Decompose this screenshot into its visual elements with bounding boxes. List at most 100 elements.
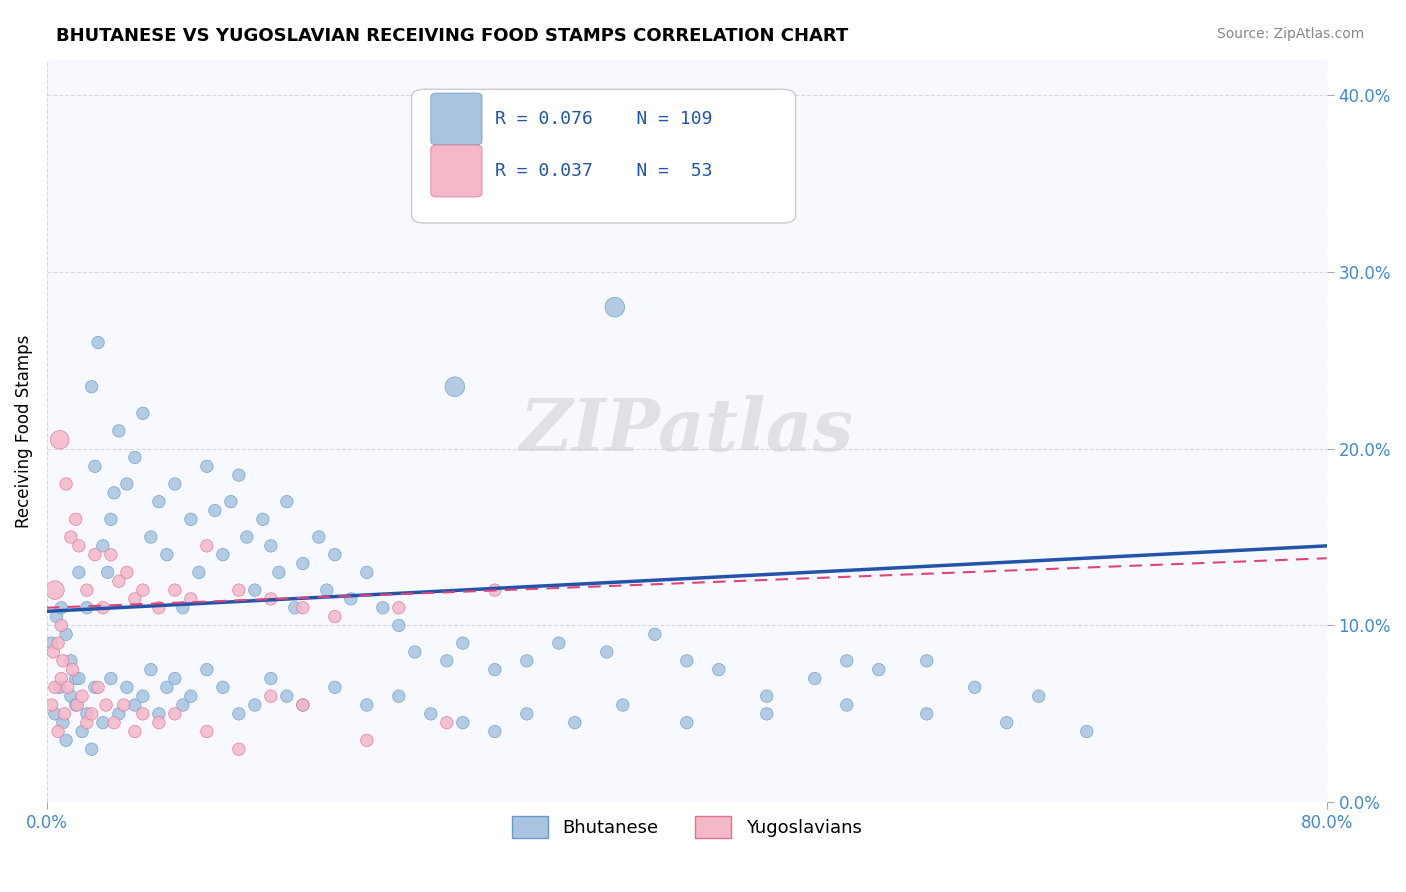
- Point: [419, 706, 441, 721]
- Point: [675, 715, 697, 730]
- Point: [323, 609, 346, 624]
- Point: [180, 591, 202, 606]
- Y-axis label: Receiving Food Stamps: Receiving Food Stamps: [15, 334, 32, 528]
- FancyBboxPatch shape: [412, 89, 796, 223]
- Point: [76, 600, 98, 615]
- Point: [163, 583, 186, 598]
- Point: [835, 698, 858, 712]
- Point: [388, 689, 411, 703]
- Point: [148, 494, 170, 508]
- Point: [108, 574, 131, 589]
- Point: [260, 672, 283, 686]
- Point: [148, 706, 170, 721]
- Point: [451, 715, 474, 730]
- Point: [436, 715, 458, 730]
- Point: [915, 706, 938, 721]
- Point: [132, 706, 155, 721]
- Point: [267, 566, 290, 580]
- Point: [356, 698, 378, 712]
- FancyBboxPatch shape: [430, 145, 482, 197]
- FancyBboxPatch shape: [430, 93, 482, 145]
- Point: [80, 706, 103, 721]
- Point: [83, 548, 105, 562]
- Point: [76, 706, 98, 721]
- Point: [51, 672, 73, 686]
- Point: [65, 698, 87, 712]
- Point: [100, 672, 122, 686]
- Point: [124, 450, 146, 465]
- Point: [67, 672, 90, 686]
- Point: [100, 512, 122, 526]
- Point: [755, 689, 778, 703]
- Point: [65, 512, 87, 526]
- Point: [291, 600, 314, 615]
- Text: Source: ZipAtlas.com: Source: ZipAtlas.com: [1216, 27, 1364, 41]
- Point: [124, 698, 146, 712]
- Point: [132, 406, 155, 420]
- Point: [115, 681, 138, 695]
- Point: [212, 681, 235, 695]
- Point: [83, 459, 105, 474]
- Point: [228, 706, 250, 721]
- Point: [915, 654, 938, 668]
- Point: [284, 600, 307, 615]
- Point: [451, 636, 474, 650]
- Point: [963, 681, 986, 695]
- Point: [46, 636, 69, 650]
- Point: [139, 530, 162, 544]
- Point: [547, 636, 569, 650]
- Point: [163, 672, 186, 686]
- Point: [260, 689, 283, 703]
- Point: [148, 600, 170, 615]
- Point: [65, 672, 87, 686]
- Point: [87, 335, 110, 350]
- Point: [112, 698, 135, 712]
- Point: [41, 698, 63, 712]
- Point: [323, 548, 346, 562]
- Point: [76, 583, 98, 598]
- Point: [163, 706, 186, 721]
- Point: [66, 698, 89, 712]
- Point: [291, 557, 314, 571]
- Text: R = 0.076    N = 109: R = 0.076 N = 109: [495, 110, 713, 128]
- Point: [291, 698, 314, 712]
- Point: [707, 663, 730, 677]
- Point: [995, 715, 1018, 730]
- Point: [55, 627, 77, 641]
- Point: [612, 698, 634, 712]
- Point: [195, 724, 218, 739]
- Point: [70, 689, 93, 703]
- Point: [156, 548, 179, 562]
- Point: [44, 583, 66, 598]
- Point: [132, 583, 155, 598]
- Point: [755, 706, 778, 721]
- Point: [388, 618, 411, 632]
- Point: [315, 583, 337, 598]
- Point: [91, 600, 114, 615]
- Point: [45, 609, 67, 624]
- Point: [55, 733, 77, 747]
- Point: [55, 477, 77, 491]
- Point: [108, 706, 131, 721]
- Point: [603, 300, 626, 314]
- Point: [87, 681, 110, 695]
- Point: [62, 663, 84, 677]
- Point: [51, 618, 73, 632]
- Point: [644, 627, 666, 641]
- Point: [56, 681, 79, 695]
- Point: [100, 548, 122, 562]
- Point: [323, 681, 346, 695]
- Point: [139, 663, 162, 677]
- Point: [212, 548, 235, 562]
- Point: [243, 698, 266, 712]
- Point: [94, 698, 117, 712]
- Point: [67, 566, 90, 580]
- Point: [219, 494, 242, 508]
- Point: [97, 566, 120, 580]
- Point: [180, 512, 202, 526]
- Point: [156, 681, 179, 695]
- Text: BHUTANESE VS YUGOSLAVIAN RECEIVING FOOD STAMPS CORRELATION CHART: BHUTANESE VS YUGOSLAVIAN RECEIVING FOOD …: [56, 27, 848, 45]
- Point: [59, 689, 82, 703]
- Point: [187, 566, 209, 580]
- Point: [172, 600, 194, 615]
